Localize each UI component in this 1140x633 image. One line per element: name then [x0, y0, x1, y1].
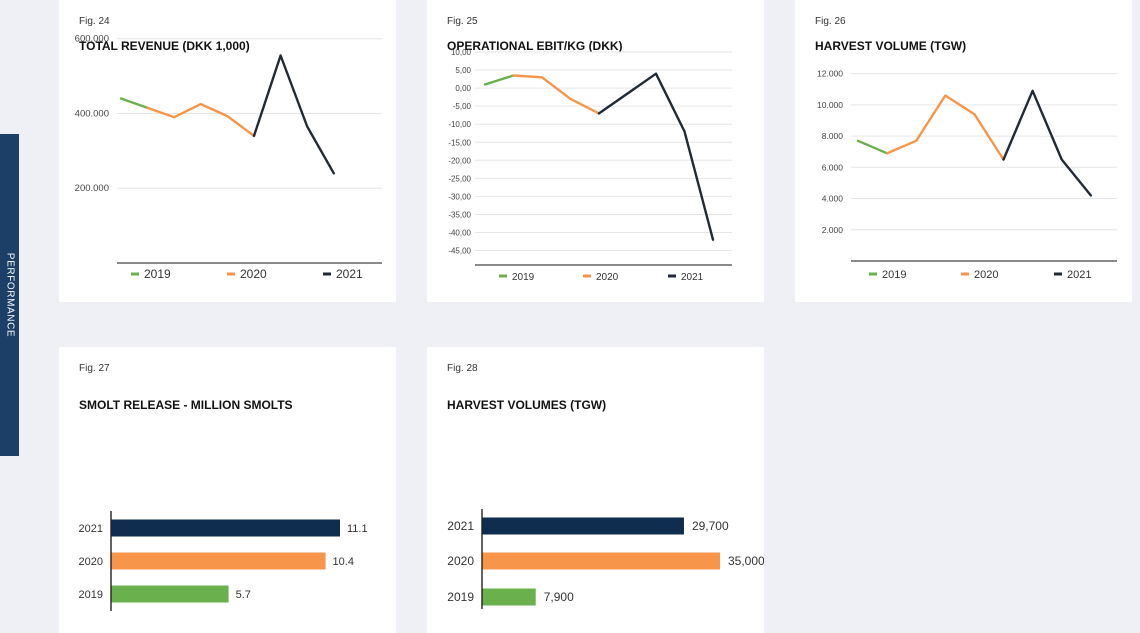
- bar-2019: [111, 585, 229, 603]
- category-label-2020: 2020: [79, 556, 103, 568]
- chart-card-smolt-release: Fig. 27 SMOLT RELEASE - MILLION SMOLTS 2…: [59, 347, 396, 633]
- series-line-2019: [483, 74, 515, 86]
- bar-chart-smolt-release: 2021 11.1 2020 10.4 2019 5.7: [79, 511, 368, 611]
- legend-label-2021: 2021: [681, 272, 704, 283]
- category-label-2019: 2019: [447, 590, 474, 604]
- y-tick-label: -30,00: [448, 192, 471, 201]
- y-tick-label: -45,00: [448, 247, 471, 256]
- category-label-2021: 2021: [447, 519, 474, 533]
- y-tick-label: 6.000: [822, 162, 844, 172]
- figure-number: Fig. 25: [447, 16, 478, 27]
- bar-chart-harvest-volumes: 2021 29,700 2020 35,000 2019 7,900: [447, 509, 764, 609]
- series-line-2021: [1002, 89, 1092, 197]
- legend-label-2019: 2019: [882, 269, 906, 281]
- y-tick-label: 5,00: [455, 66, 471, 75]
- chart-title: OPERATIONAL EBIT/KG (DKK): [447, 39, 623, 53]
- y-tick-label: -5,00: [453, 102, 472, 111]
- chart-card-total-revenue: Fig. 24 TOTAL REVENUE (DKK 1,000) 600.00…: [59, 0, 396, 302]
- y-tick-label: 400.000: [75, 108, 109, 119]
- y-tick-label: 12.000: [817, 69, 843, 79]
- bar-2021: [482, 517, 684, 535]
- line-chart-total-revenue: 600.000 400.000 200.000 2019 2020 2021: [75, 34, 382, 281]
- bar-2019: [482, 588, 536, 606]
- y-tick-label: 8.000: [822, 131, 844, 141]
- bar-2021: [111, 519, 340, 537]
- data-label-2019: 7,900: [544, 590, 574, 604]
- legend-label-2021: 2021: [336, 267, 363, 281]
- y-tick-label: 0,00: [455, 84, 471, 93]
- chart-card-operational-ebit: Fig. 25 OPERATIONAL EBIT/KG (DKK) 10,00 5…: [427, 0, 764, 302]
- chart-title: HARVEST VOLUME (TGW): [815, 39, 967, 53]
- legend-label-2021: 2021: [1067, 269, 1091, 281]
- y-tick-label: -10,00: [448, 120, 471, 129]
- category-label-2019: 2019: [79, 589, 103, 601]
- chart-card-harvest-volume: Fig. 26 HARVEST VOLUME (TGW) 12.000 10.00…: [795, 0, 1132, 302]
- category-label-2020: 2020: [447, 554, 474, 568]
- series-line-2021: [597, 72, 715, 241]
- y-tick-label: 2.000: [822, 225, 844, 235]
- bar-2020: [482, 552, 720, 570]
- category-label-2021: 2021: [79, 523, 103, 535]
- chart-title: HARVEST VOLUMES (TGW): [447, 398, 607, 412]
- line-chart-harvest-volume: 12.000 10.000 8.000 6.000 4.000 2.000 2019 2020…: [817, 69, 1117, 281]
- chart-title: SMOLT RELEASE - MILLION SMOLTS: [79, 398, 293, 412]
- sidebar-tab-label: PERFORMANCE: [4, 252, 15, 338]
- series-line-2019: [119, 97, 149, 110]
- bar-2020: [111, 552, 326, 570]
- line-chart-operational-ebit: 10,00 5,00 0,00 -5,00 -10,00 -15,00 -20,00 -25,…: [448, 48, 732, 283]
- series-line-2020: [512, 74, 601, 115]
- series-line-2020: [146, 102, 256, 138]
- legend-label-2020: 2020: [596, 272, 619, 283]
- figure-number: Fig. 28: [447, 363, 478, 374]
- y-tick-label: -35,00: [448, 210, 471, 219]
- y-tick-label: 10,00: [451, 48, 472, 57]
- y-tick-label: -15,00: [448, 138, 471, 147]
- data-label-2021: 11.1: [347, 523, 368, 535]
- series-line-2021: [252, 54, 335, 175]
- series-line-2019: [856, 139, 889, 155]
- series-line-2020: [885, 94, 1005, 161]
- y-tick-label: 4.000: [822, 194, 844, 204]
- figure-number: Fig. 24: [79, 16, 110, 27]
- y-tick-label: 200.000: [75, 183, 109, 194]
- chart-title: TOTAL REVENUE (DKK 1,000): [79, 39, 250, 53]
- legend-label-2019: 2019: [512, 272, 535, 283]
- figure-number: Fig. 27: [79, 363, 110, 374]
- data-label-2019: 5.7: [236, 589, 251, 601]
- legend-label-2020: 2020: [974, 269, 998, 281]
- y-tick-label: -40,00: [448, 229, 471, 238]
- sidebar-tab-performance[interactable]: PERFORMANCE: [0, 134, 19, 456]
- data-label-2021: 29,700: [692, 519, 729, 533]
- y-tick-label: 600.000: [75, 34, 109, 45]
- y-tick-label: -20,00: [448, 156, 471, 165]
- figure-number: Fig. 26: [815, 16, 846, 27]
- legend-label-2019: 2019: [144, 267, 171, 281]
- data-label-2020: 35,000: [728, 554, 764, 568]
- legend-label-2020: 2020: [240, 267, 267, 281]
- data-label-2020: 10.4: [333, 556, 354, 568]
- chart-card-harvest-volumes: Fig. 28 HARVEST VOLUMES (TGW) 2021 29,700…: [427, 347, 764, 633]
- y-tick-label: 10.000: [817, 100, 843, 110]
- y-tick-label: -25,00: [448, 174, 471, 183]
